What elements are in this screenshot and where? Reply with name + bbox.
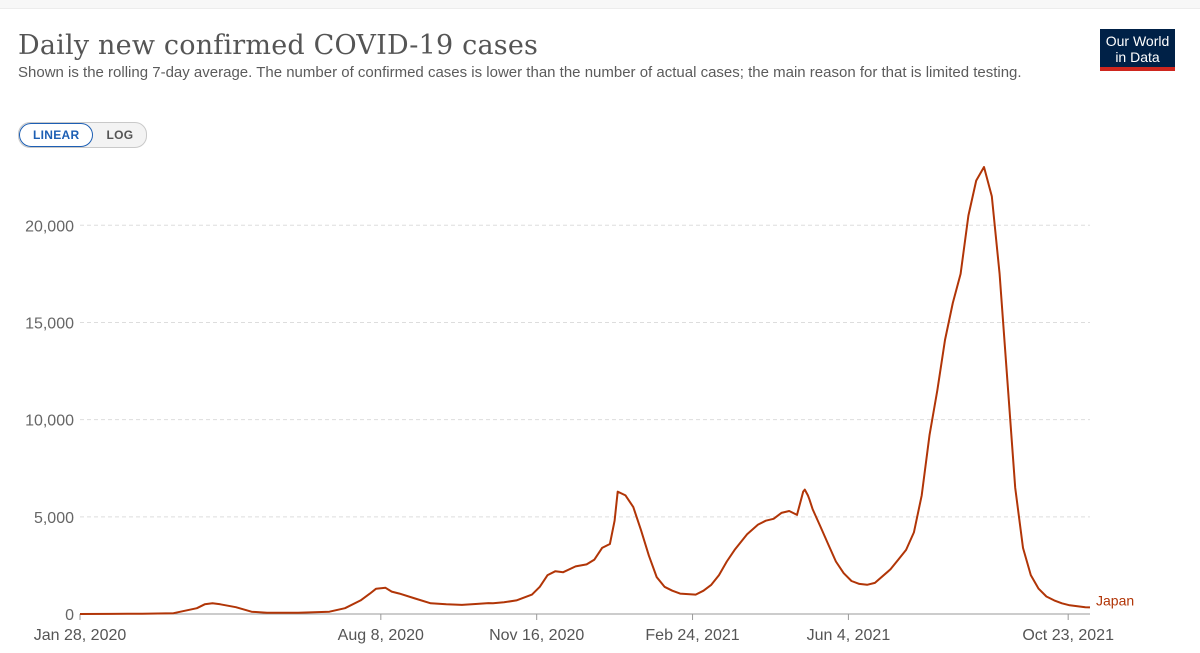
series-line-japan[interactable] — [79, 166, 1091, 615]
log-scale-button[interactable]: LOG — [106, 128, 134, 142]
x-axis: Jan 28, 2020 Aug 8, 2020 Nov 16, 2020 Feb 2… — [34, 613, 1114, 644]
y-tick-label: 5,000 — [34, 510, 74, 527]
x-tick-label: Aug 8, 2020 — [338, 627, 424, 644]
y-axis: 0 5,000 10,000 15,000 20,000 — [25, 218, 74, 624]
chart-title: Daily new confirmed COVID-19 cases — [18, 30, 539, 61]
x-tick-label: Nov 16, 2020 — [489, 627, 584, 644]
logo-line-1: Our World — [1105, 33, 1170, 49]
series-layer: Japan — [79, 166, 1134, 615]
grid-lines — [80, 224, 1090, 518]
chart-subtitle: Shown is the rolling 7-day average. The … — [18, 64, 1022, 81]
logo-line-2: in Data — [1115, 49, 1160, 65]
x-tick-label: Feb 24, 2021 — [645, 627, 739, 644]
top-bar — [0, 0, 1200, 9]
line-chart: 0 5,000 10,000 15,000 20,000 Jan 28, 2020 Aug… — [25, 166, 1134, 644]
x-tick-label: Jan 28, 2020 — [34, 627, 127, 644]
y-tick-label: 0 — [65, 607, 74, 624]
y-tick-label: 20,000 — [25, 218, 74, 235]
x-tick-label: Jun 4, 2021 — [807, 627, 891, 644]
series-label-japan[interactable]: Japan — [1096, 592, 1134, 608]
owid-logo[interactable]: Our World in Data — [1100, 29, 1175, 71]
y-tick-label: 10,000 — [25, 413, 74, 430]
x-tick-label: Oct 23, 2021 — [1022, 627, 1114, 644]
scale-toggle: LINEAR LOG — [18, 122, 148, 148]
linear-scale-button[interactable]: LINEAR — [19, 123, 94, 147]
y-tick-label: 15,000 — [25, 315, 74, 332]
